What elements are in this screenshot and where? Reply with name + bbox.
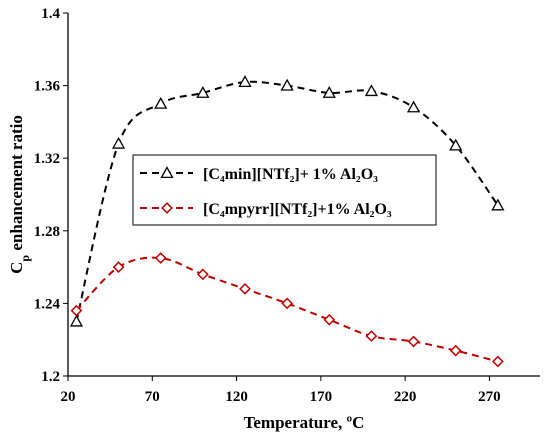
axes <box>67 13 540 377</box>
y-tick-label: 1.2 <box>41 369 60 385</box>
series-2-point <box>70 304 83 317</box>
legend-label-2: [C₄mpyrr][NTf₂]+1% Al₂O₃ <box>203 201 392 218</box>
y-tick-label: 1.4 <box>41 6 60 22</box>
y-axis-ticks: 1.2 1.24 1.28 1.32 1.36 1.4 <box>34 6 68 385</box>
x-tick-label: 220 <box>394 389 417 405</box>
series-1-point <box>111 136 126 149</box>
y-tick-label: 1.28 <box>34 224 60 240</box>
legend-items: [C₄min][NTf₂]+ 1% Al₂O₃ [C₄mpyrr][NTf₂]+1… <box>140 166 392 218</box>
legend-marker-1 <box>160 166 174 179</box>
y-tick-label: 1.24 <box>34 296 61 312</box>
series-1-point <box>491 198 505 211</box>
x-tick-label: 270 <box>478 389 501 405</box>
series-1-point <box>154 96 168 109</box>
x-axis-ticks: 20 70 120 170 220 270 <box>61 376 501 405</box>
series-2-point <box>407 335 420 348</box>
legend-label-1: [C₄min][NTf₂]+ 1% Al₂O₃ <box>203 166 378 183</box>
series-2-point <box>449 344 462 357</box>
series-1-point <box>69 314 84 327</box>
series-layer <box>69 75 505 368</box>
series-1-point <box>449 138 463 151</box>
series-2-point <box>281 297 294 310</box>
series-2-point <box>365 330 378 342</box>
series-2-point <box>323 313 336 326</box>
series-1-point <box>196 86 210 98</box>
y-tick-label: 1.32 <box>34 151 60 167</box>
series-1-point <box>238 75 252 88</box>
series-2-point <box>196 268 209 281</box>
legend: [C₄min][NTf₂]+ 1% Al₂O₃ [C₄mpyrr][NTf₂]+1… <box>132 154 437 226</box>
x-axis-title: Temperature, ºC <box>244 413 365 432</box>
x-tick-label: 120 <box>225 389 248 405</box>
y-axis-title: Cp enhancement ratio <box>7 115 32 274</box>
legend-box <box>132 154 437 226</box>
series-2-line <box>75 256 499 363</box>
series-1-point <box>322 86 336 98</box>
y-axis-title-main: C <box>7 262 26 274</box>
series-1-point <box>280 78 294 91</box>
series-2-point <box>154 252 167 264</box>
x-tick-label: 170 <box>310 389 333 405</box>
y-axis-title-subscript: p <box>18 255 32 262</box>
x-tick-label: 20 <box>61 389 76 405</box>
series-1-point <box>364 84 379 97</box>
series-1-line <box>75 80 499 322</box>
x-tick-label: 70 <box>145 389 160 405</box>
series-2-point <box>112 261 125 273</box>
series-1-point <box>406 100 421 113</box>
series-2-point <box>239 283 251 295</box>
series-2 <box>70 252 504 368</box>
series-1 <box>69 75 505 327</box>
legend-marker-2 <box>161 202 173 214</box>
y-tick-label: 1.36 <box>34 79 61 95</box>
series-2-point <box>491 355 504 368</box>
y-axis-title-rest: enhancement ratio <box>7 115 26 255</box>
